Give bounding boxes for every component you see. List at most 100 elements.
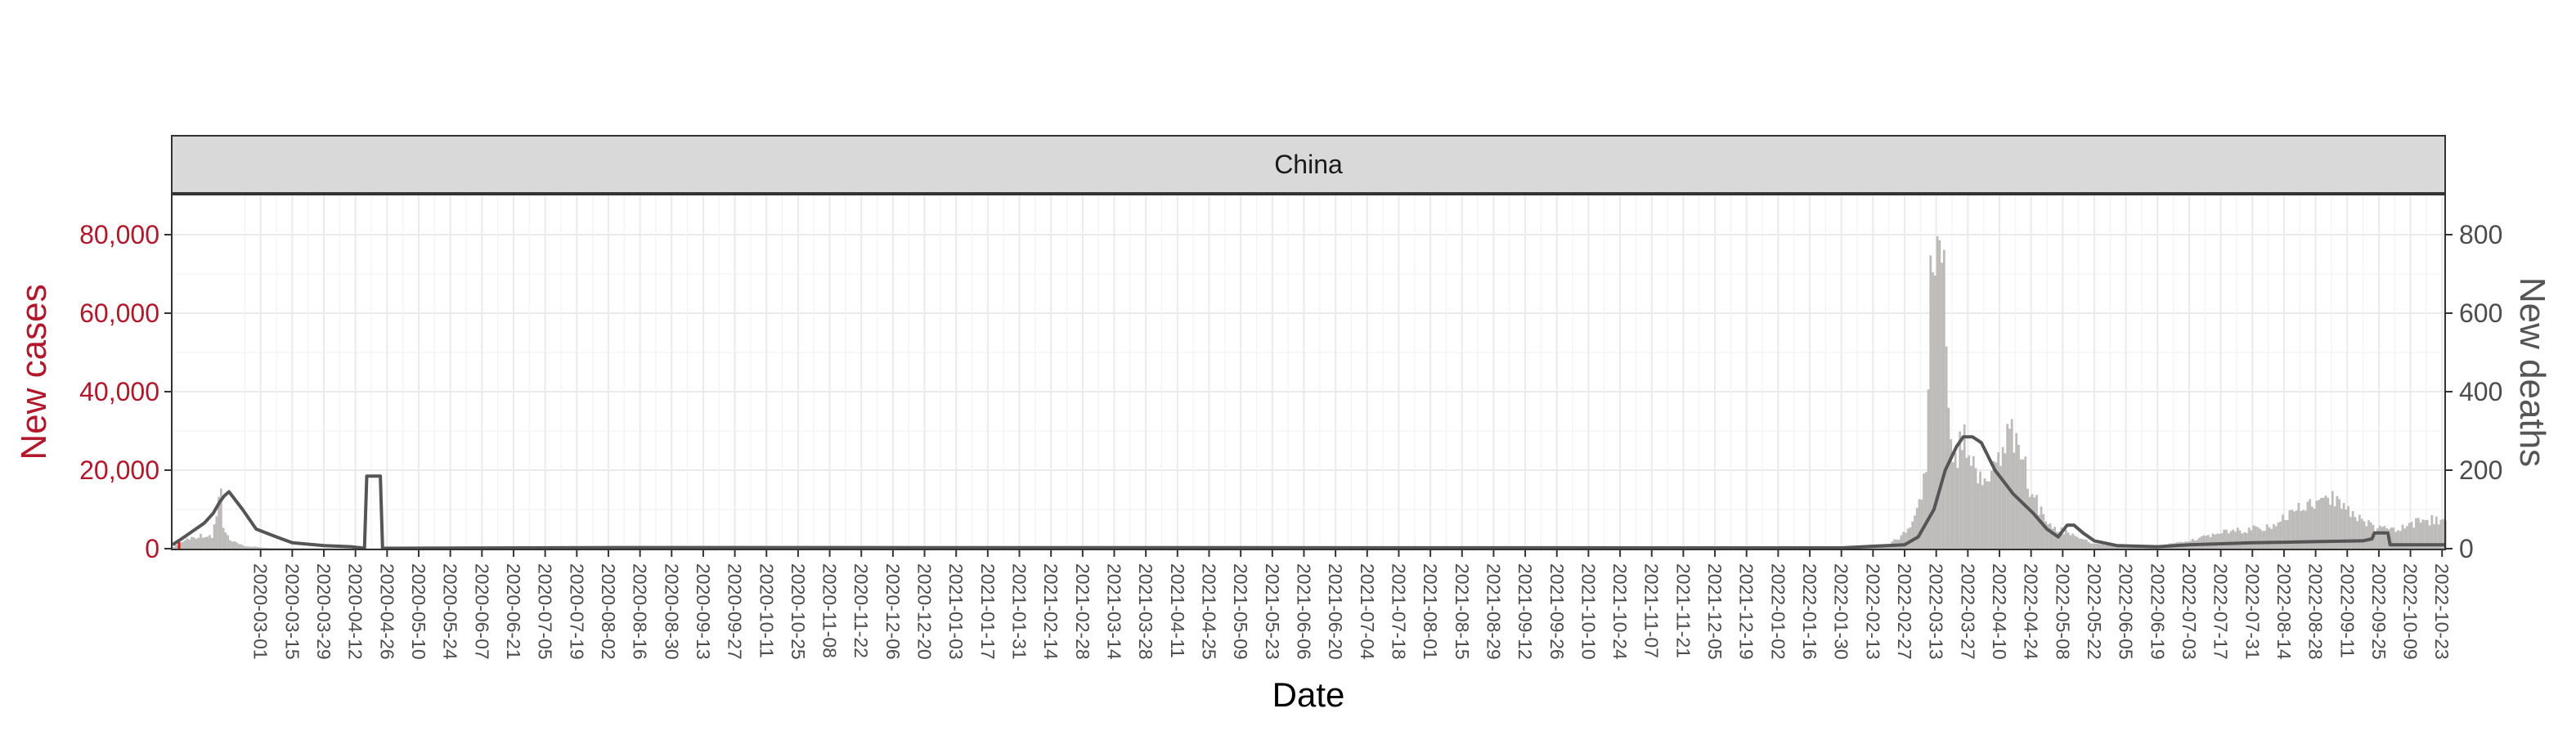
left-y-tick-label: 20,000 — [79, 455, 159, 485]
new-cases-bar — [2287, 520, 2289, 549]
new-cases-bar — [2232, 530, 2234, 549]
x-tick-label: 2020-11-22 — [850, 563, 872, 658]
new-cases-bar — [2011, 419, 2013, 549]
new-cases-bar — [2261, 531, 2264, 549]
new-cases-bar — [2239, 531, 2242, 549]
new-cases-bar — [2379, 526, 2381, 549]
left-y-tick-label: 80,000 — [79, 220, 159, 249]
new-cases-bar — [2083, 540, 2085, 549]
new-cases-bar — [2040, 506, 2043, 549]
new-cases-bar — [2031, 494, 2034, 549]
new-cases-bar — [2053, 527, 2056, 549]
new-cases-bar — [1966, 458, 1968, 549]
x-tick-label: 2021-04-25 — [1199, 563, 1220, 660]
new-cases-bar — [227, 536, 229, 549]
new-cases-bar — [254, 546, 256, 549]
x-tick-label: 2020-08-30 — [661, 563, 682, 660]
new-cases-bar — [1920, 500, 1923, 549]
new-cases-bar — [2278, 522, 2280, 549]
new-cases-bar — [1972, 456, 1975, 549]
right-y-axis-title: New deaths — [2512, 277, 2552, 467]
new-cases-bar — [213, 524, 216, 549]
x-tick-label: 2021-12-05 — [1704, 563, 1726, 660]
new-cases-bar — [191, 537, 193, 549]
x-tick-label: 2022-05-22 — [2084, 563, 2105, 660]
x-tick-label: 2022-07-31 — [2242, 563, 2263, 660]
new-cases-bar — [1986, 482, 1988, 549]
new-cases-bar — [2352, 511, 2354, 549]
new-cases-bar — [2015, 433, 2017, 549]
new-cases-bar — [265, 548, 267, 549]
new-cases-bar — [2076, 537, 2079, 549]
new-cases-bar — [1923, 473, 1925, 549]
new-cases-bar — [2088, 542, 2090, 549]
new-cases-bar — [209, 535, 211, 549]
new-cases-bar — [1979, 472, 1981, 549]
new-cases-bar — [195, 539, 198, 549]
new-cases-bar — [1916, 508, 1919, 549]
new-cases-bar — [225, 532, 227, 549]
new-cases-bar — [2255, 526, 2257, 549]
x-tick-label: 2022-03-13 — [1926, 563, 1947, 660]
new-cases-bar — [2207, 535, 2210, 549]
new-cases-bar — [2248, 527, 2251, 549]
x-tick-label: 2022-09-25 — [2368, 563, 2390, 660]
x-tick-label: 2020-04-26 — [376, 563, 397, 660]
new-cases-bar — [202, 538, 204, 549]
new-cases-bar — [2002, 447, 2004, 549]
new-cases-bar — [2035, 495, 2038, 549]
new-cases-bar — [1993, 461, 1995, 549]
x-tick-label: 2021-09-26 — [1546, 563, 1568, 660]
new-cases-bar — [204, 537, 207, 549]
new-cases-bar — [2062, 534, 2065, 549]
x-tick-label: 2022-02-27 — [1894, 563, 1915, 660]
new-cases-bar — [2241, 534, 2243, 549]
x-tick-label: 2022-04-24 — [2021, 563, 2042, 660]
x-tick-label: 2021-01-03 — [945, 563, 967, 660]
new-cases-bar — [2049, 523, 2052, 549]
new-cases-bar — [2269, 527, 2271, 549]
x-tick-label: 2020-04-12 — [345, 563, 366, 660]
new-cases-bar — [2221, 533, 2224, 549]
x-tick-label: 2022-08-28 — [2305, 563, 2327, 660]
new-cases-bar — [1929, 255, 1932, 549]
x-tick-label: 2021-08-01 — [1420, 563, 1441, 660]
x-tick-label: 2020-12-06 — [882, 563, 904, 660]
x-tick-label: 2020-06-21 — [503, 563, 524, 660]
new-cases-bar — [182, 542, 184, 549]
x-tick-label: 2021-07-18 — [1389, 563, 1410, 660]
new-cases-bar — [2237, 527, 2239, 549]
x-tick-label: 2020-03-15 — [281, 563, 303, 660]
x-tick-label: 2022-05-08 — [2052, 563, 2073, 660]
new-cases-bar — [2024, 456, 2026, 549]
right-y-tick-label: 400 — [2459, 377, 2502, 406]
x-axis-title: Date — [1272, 675, 1345, 714]
x-tick-label: 2021-06-06 — [1294, 563, 1315, 660]
new-cases-bar — [2070, 536, 2072, 549]
new-cases-bar — [2358, 515, 2361, 549]
new-cases-bar — [2026, 489, 2029, 549]
new-cases-bar — [1919, 500, 1921, 549]
new-cases-bar — [1977, 483, 1979, 549]
x-tick-label: 2020-06-07 — [471, 563, 492, 660]
new-cases-bar — [215, 516, 218, 549]
new-cases-bar — [2365, 526, 2367, 549]
x-tick-label: 2021-08-29 — [1483, 563, 1504, 660]
new-cases-bar — [2101, 544, 2103, 549]
x-tick-label: 2022-07-03 — [2179, 563, 2200, 660]
new-cases-bar — [206, 536, 209, 549]
x-tick-label: 2022-04-10 — [1989, 563, 2010, 660]
x-tick-label: 2021-10-10 — [1577, 563, 1599, 660]
x-tick-label: 2021-05-23 — [1262, 563, 1283, 660]
new-cases-bar — [1900, 536, 1902, 549]
new-cases-bar — [2225, 530, 2228, 549]
new-cases-bar — [173, 547, 175, 549]
x-tick-label: 2020-05-24 — [440, 563, 461, 660]
x-tick-label: 2020-08-16 — [630, 563, 651, 660]
x-tick-label: 2020-10-25 — [788, 563, 809, 660]
x-tick-label: 2022-10-23 — [2431, 563, 2453, 660]
new-cases-bar — [2363, 521, 2366, 549]
new-cases-bar — [2099, 544, 2102, 549]
